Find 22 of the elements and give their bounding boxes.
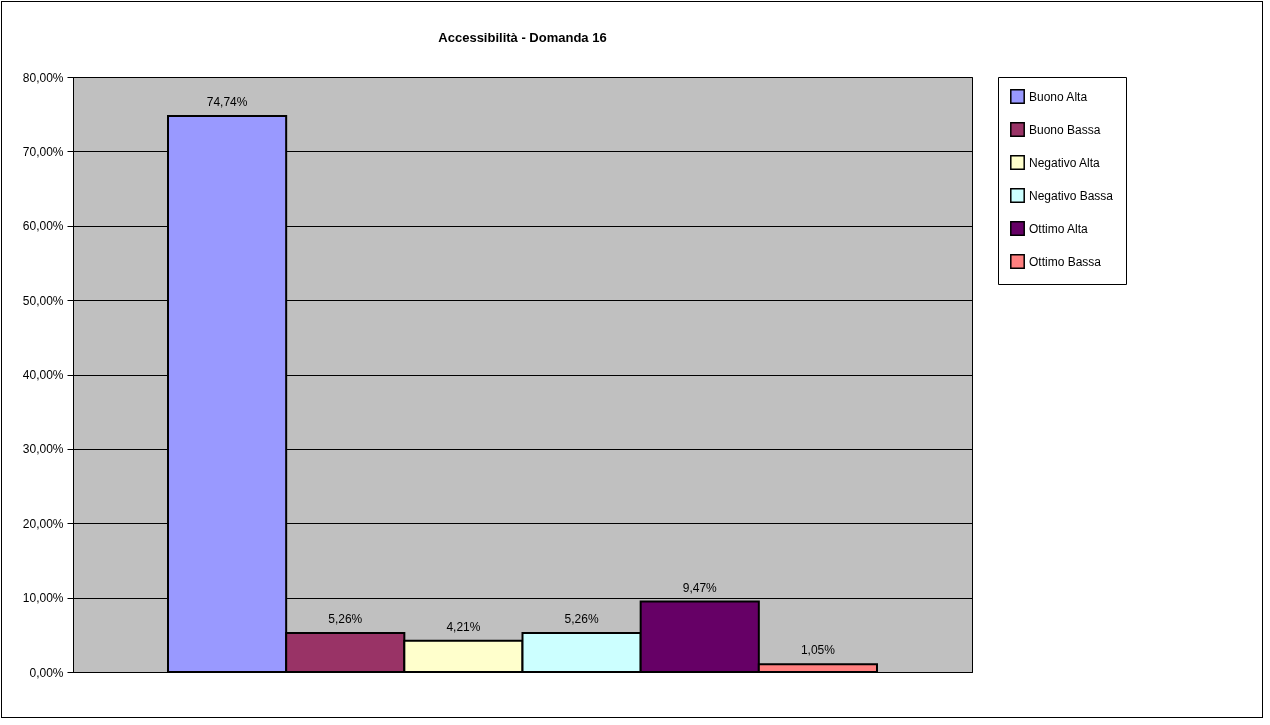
- chart-title: Accessibilità - Domanda 16: [438, 30, 607, 45]
- data-label: 5,26%: [564, 611, 599, 626]
- legend-label: Ottimo Alta: [1029, 221, 1089, 236]
- y-tick-label: 20,00%: [22, 516, 64, 531]
- legend-label: Negativo Alta: [1029, 155, 1101, 170]
- y-tick-label: 40,00%: [22, 368, 64, 382]
- y-tick-label: 10,00%: [22, 591, 64, 606]
- y-tick-label: 0,00%: [29, 665, 64, 680]
- data-label: 9,47%: [682, 580, 718, 595]
- y-tick-label: 30,00%: [22, 442, 64, 457]
- legend-label: Buono Alta: [1029, 89, 1088, 104]
- data-label: 74,74%: [206, 95, 248, 110]
- y-tick-label: 60,00%: [22, 219, 64, 234]
- legend-label: Negativo Bassa: [1029, 188, 1114, 203]
- legend-label: Ottimo Bassa: [1029, 254, 1102, 269]
- legend-label: Buono Bassa: [1029, 122, 1101, 137]
- y-tick-label: 80,00%: [22, 70, 64, 85]
- y-tick-label: 50,00%: [22, 293, 64, 308]
- data-label: 4,21%: [446, 619, 481, 634]
- data-label: 5,26%: [328, 611, 363, 626]
- data-label: 1,05%: [800, 643, 836, 658]
- y-tick-label: 70,00%: [22, 144, 64, 159]
